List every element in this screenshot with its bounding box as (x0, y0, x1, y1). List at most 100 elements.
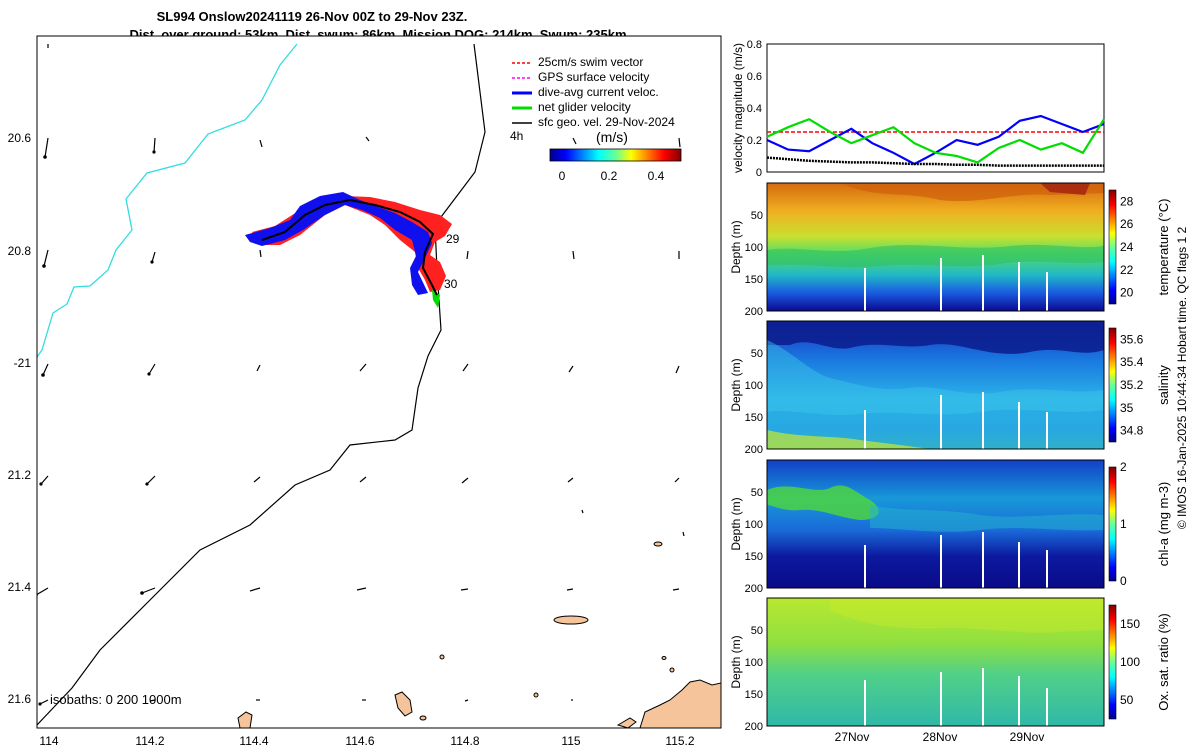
colorbar-variable-label: chl-a (mg m-3) (1156, 482, 1171, 567)
colorbar-tick: 35 (1120, 401, 1134, 415)
velocity-y-tick: 0 (756, 167, 762, 179)
depth-axis-label: Depth (m) (729, 358, 743, 411)
depth-tick: 50 (751, 487, 763, 499)
map-colorbar-tick-2: 0.4 (648, 169, 665, 183)
svg-text:-21: -21 (14, 356, 32, 370)
depth-tick: 150 (745, 551, 763, 563)
map-panel: 25cm/s swim vector GPS surface velocity … (8, 35, 722, 748)
depth-tick: 100 (745, 242, 763, 254)
colorbar-variable-label: Ox. sat. ratio (%) (1156, 613, 1171, 711)
depth-tick: 200 (745, 306, 763, 318)
legend-gps-surface: GPS surface velocity (538, 70, 649, 84)
time-tick-27nov: 27Nov (835, 730, 870, 744)
legend-swim-vector: 25cm/s swim vector (538, 55, 643, 69)
depth-tick: 100 (745, 380, 763, 392)
colorbar-tick: 35.6 (1120, 332, 1144, 346)
colorbar-variable-label: temperature (°C) (1156, 199, 1171, 296)
velocity-y-tick: 0.6 (747, 71, 762, 83)
velocity-series (766, 114, 1105, 167)
depth-tick: 150 (745, 689, 763, 701)
depth-tick: 200 (745, 721, 763, 733)
colorbar-tick: 20 (1120, 286, 1134, 300)
map-colorbar-tick-0: 0 (559, 169, 566, 183)
colorbar-tick: 34.8 (1120, 424, 1144, 438)
time-tick-28nov: 28Nov (923, 730, 958, 744)
depth-tick: 50 (751, 625, 763, 637)
svg-text:115: 115 (561, 734, 580, 748)
velocity-series-2 (766, 117, 1105, 164)
depth-axis-label: Depth (m) (729, 497, 743, 550)
map-y-ticks: 20.6 20.8 -21 21.2 21.4 21.6 (8, 131, 32, 706)
colorbar-tick: 28 (1120, 194, 1134, 208)
colorbar-tick: 22 (1120, 263, 1134, 277)
isobath-label: isobaths: 0 200 1000m (50, 692, 182, 707)
velocity-panel: 0 0.2 0.4 0.6 0.8 velocity magnitude (m/s) (731, 39, 1105, 179)
colorbar-tick: 150 (1120, 617, 1140, 631)
map-legend: 25cm/s swim vector GPS surface velocity … (512, 55, 675, 129)
colorbar-tick: 26 (1120, 217, 1134, 231)
colorbar-variable-label: salinity (1156, 365, 1171, 405)
legend-net-velocity: net glider velocity (538, 100, 631, 114)
depth-tick: 200 (745, 583, 763, 595)
colorbar-tick: 0 (1120, 574, 1127, 588)
svg-text:20.6: 20.6 (8, 131, 32, 145)
svg-text:21.2: 21.2 (8, 468, 32, 482)
net-velocity-tail (432, 290, 440, 308)
arrow-key-label: 4h (510, 129, 523, 143)
depth-tick: 200 (745, 444, 763, 456)
velocity-y-tick: 0.8 (747, 39, 762, 51)
depth-tick: 150 (745, 274, 763, 286)
time-axis: 27Nov 28Nov 29Nov (835, 730, 1045, 744)
legend-dive-avg: dive-avg current veloc. (538, 85, 659, 99)
land-islands (237, 541, 721, 728)
colorbar-tick: 24 (1120, 240, 1134, 254)
day-label-30: 30 (444, 277, 458, 291)
colorbar-tick: 1 (1120, 517, 1127, 531)
salinity-colorbar (1108, 327, 1117, 443)
depth-axis-label: Depth (m) (729, 635, 743, 688)
map-colorbar-tick-1: 0.2 (601, 169, 618, 183)
dive-avg-current-swath (245, 192, 432, 295)
footer-credit: © IMOS 16-Jan-2025 10:44:34 Hobart time.… (1175, 227, 1189, 530)
legend-sfc-geo: sfc geo. vel. 29-Nov-2024 (538, 115, 675, 129)
svg-text:114: 114 (39, 734, 58, 748)
glider-track (245, 192, 452, 308)
depth-tick: 150 (745, 412, 763, 424)
temperature-panel (766, 182, 1117, 312)
day-label-29: 29 (446, 232, 460, 246)
velocity-series-3 (766, 156, 1104, 167)
velocity-y-tick: 0.2 (747, 135, 762, 147)
depth-tick: 50 (751, 210, 763, 222)
chla-colorbar (1108, 466, 1117, 582)
svg-text:20.8: 20.8 (8, 244, 32, 258)
colorbar-tick: 100 (1120, 655, 1140, 669)
svg-text:21.6: 21.6 (8, 692, 32, 706)
colorbar-tick: 35.2 (1120, 378, 1144, 392)
map-colorbar (549, 148, 682, 162)
oxygen-panel (766, 597, 1117, 727)
salinity-panel (766, 320, 1117, 450)
depth-axis-label: Depth (m) (729, 220, 743, 273)
chla-panel (766, 459, 1117, 589)
colorbar-tick: 35.4 (1120, 355, 1144, 369)
depth-tick: 100 (745, 519, 763, 531)
colorbar-tick: 2 (1120, 460, 1127, 474)
coast-isobath-0 (37, 43, 298, 358)
title-line1: SL994 Onslow20241119 26-Nov 00Z to 29-No… (157, 9, 468, 24)
glider-path (261, 198, 438, 296)
temperature-colorbar (1108, 189, 1117, 305)
velocity-y-ticks: 0 0.2 0.4 0.6 0.8 (747, 39, 762, 179)
depth-tick: 50 (751, 348, 763, 360)
colorbar-tick: 50 (1120, 693, 1134, 707)
svg-text:114.4: 114.4 (239, 734, 268, 748)
svg-text:115.2: 115.2 (665, 734, 694, 748)
arrow-heads (37, 150, 156, 706)
svg-text:114.2: 114.2 (135, 734, 164, 748)
svg-text:114.6: 114.6 (345, 734, 374, 748)
time-tick-29nov: 29Nov (1010, 730, 1045, 744)
svg-text:114.8: 114.8 (450, 734, 479, 748)
oxygen-colorbar (1108, 604, 1117, 720)
